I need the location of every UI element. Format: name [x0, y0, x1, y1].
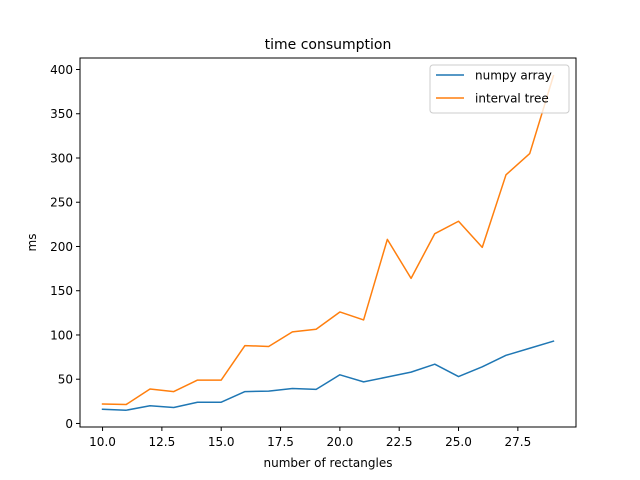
y-tick-label: 100: [50, 328, 73, 342]
x-tick-label: 25.0: [445, 435, 472, 449]
legend-label: interval tree: [475, 92, 549, 106]
chart-title: time consumption: [265, 37, 392, 53]
x-tick-label: 10.0: [89, 435, 116, 449]
x-tick-label: 12.5: [149, 435, 176, 449]
x-axis-ticks: 10.0 12.5 15.0 17.5 20.0 22.5 25.0 27.5: [89, 427, 531, 449]
series-line-numpy-array: [101, 340, 555, 411]
y-tick-label: 400: [50, 63, 73, 77]
x-tick-label: 27.5: [504, 435, 531, 449]
x-tick-label: 17.5: [267, 435, 294, 449]
y-tick-label: 200: [50, 240, 73, 254]
y-tick-label: 50: [58, 373, 73, 387]
legend-box: [429, 64, 570, 114]
series-line-interval-tree: [101, 74, 555, 406]
y-tick-label: 250: [50, 196, 73, 210]
x-tick-label: 22.5: [386, 435, 413, 449]
legend: numpy array interval tree: [429, 64, 570, 114]
y-tick-label: 150: [50, 284, 73, 298]
plot-frame: [79, 57, 577, 428]
legend-label: numpy array: [475, 69, 552, 83]
x-axis-label: number of rectangles: [264, 456, 393, 470]
y-axis-label: ms: [25, 234, 39, 252]
x-tick-label: 15.0: [208, 435, 235, 449]
y-axis-ticks: 0 50 100 150 200 250 300 350 400: [50, 63, 80, 431]
y-tick-label: 0: [65, 417, 73, 431]
y-tick-label: 350: [50, 107, 73, 121]
y-tick-label: 300: [50, 151, 73, 165]
x-tick-label: 20.0: [327, 435, 354, 449]
series-lines: [101, 74, 555, 411]
